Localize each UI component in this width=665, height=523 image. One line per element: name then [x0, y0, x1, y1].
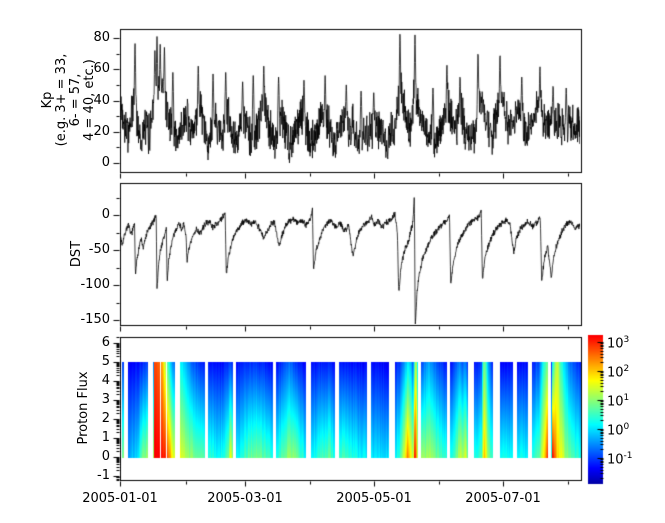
pf-y-tick-label: 6: [101, 335, 110, 350]
colorbar-tick-label: 100: [607, 422, 630, 439]
kp-y-tick-label: 60: [93, 61, 110, 76]
pf-y-tick-label: 0: [101, 449, 110, 464]
kp-y-tick-label: 80: [93, 30, 110, 45]
pf-y-tick-label: 2: [101, 411, 110, 426]
colorbar-tick-label: 103: [607, 335, 630, 352]
dst-y-tick-label: -150: [80, 312, 110, 327]
pf-y-tick-label: 4: [101, 373, 110, 388]
kp-y-tick-label: 40: [93, 93, 110, 108]
pf-y-tick-label: 1: [101, 430, 110, 445]
x-date-label: 2005-05-01: [336, 491, 412, 506]
colorbar-tick-label: 10-1: [607, 451, 633, 468]
x-date-label: 2005-07-01: [465, 491, 541, 506]
kp-y-tick-label: 20: [93, 124, 110, 139]
dst-y-tick-label: -50: [88, 242, 110, 257]
pf-y-tick-label: -1: [97, 468, 110, 483]
x-date-label: 2005-03-01: [207, 491, 283, 506]
pf-y-tick-label: 5: [101, 354, 110, 369]
x-date-label: 2005-01-01: [82, 491, 158, 506]
pf-y-tick-label: 3: [101, 392, 110, 407]
dst-y-tick-label: 0: [101, 207, 110, 222]
colorbar-tick-label: 101: [607, 393, 630, 410]
kp-y-tick-label: 0: [101, 155, 110, 170]
dst-y-tick-label: -100: [80, 277, 110, 292]
colorbar-tick-label: 102: [607, 364, 630, 381]
